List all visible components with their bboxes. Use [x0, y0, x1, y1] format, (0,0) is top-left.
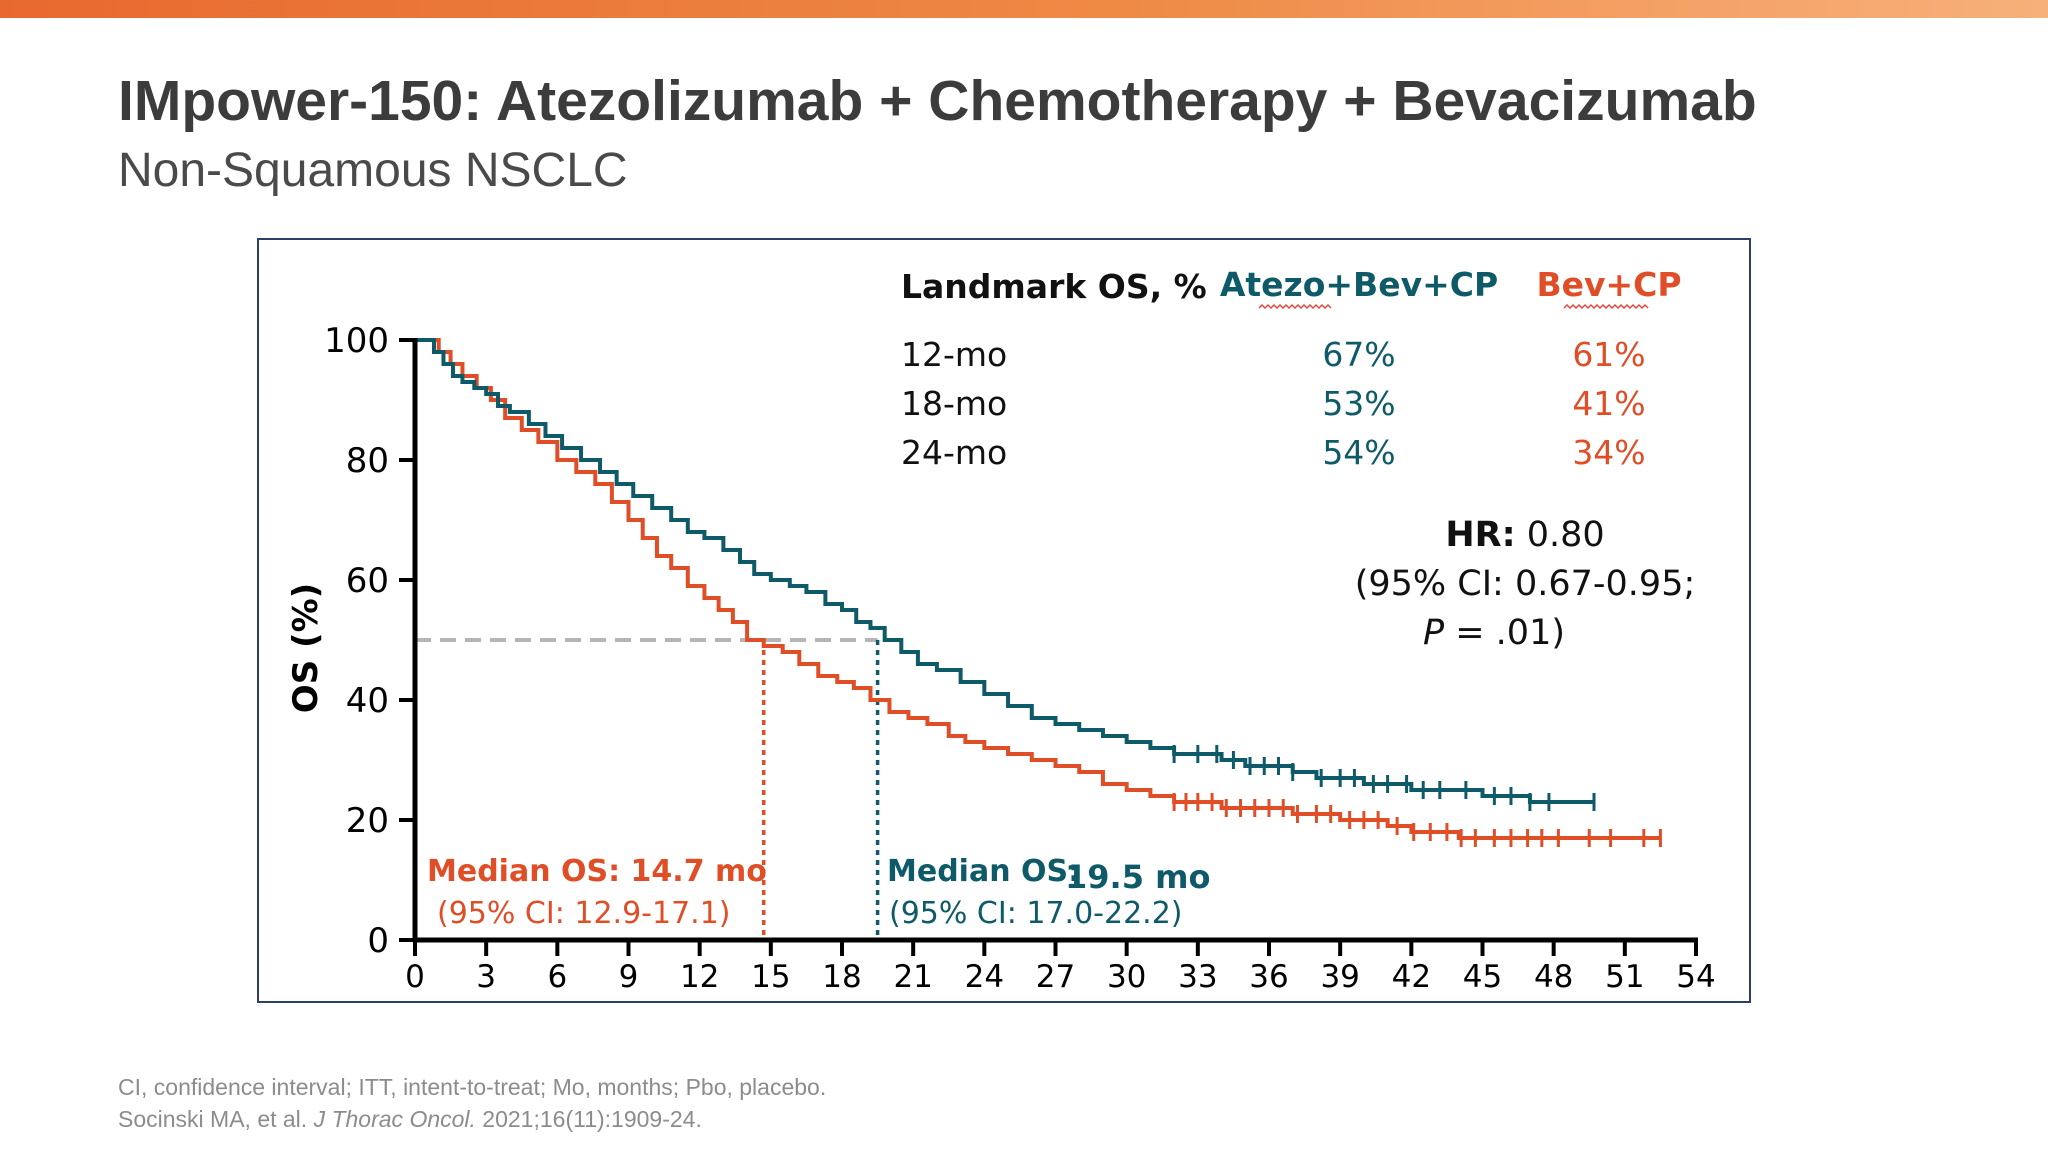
landmark-row-12-label: 12-mo [901, 335, 1007, 374]
x-tick-label-54: 54 [1676, 959, 1715, 995]
top-accent-bar [0, 0, 2048, 18]
footnote-reference: Socinski MA, et al. J Thorac Oncol. 2021… [118, 1106, 702, 1133]
y-tick-label-20: 20 [346, 801, 389, 841]
x-tick-label-15: 15 [751, 959, 790, 995]
landmark-18-atezo: 53% [1322, 384, 1395, 423]
reference-authors: Socinski MA, et al. [118, 1106, 314, 1132]
y-tick-label-100: 100 [324, 321, 389, 361]
x-tick-label-3: 3 [476, 959, 496, 995]
reference-citation: 2021;16(11):1909-24. [475, 1106, 702, 1132]
hr-label: HR: [1445, 515, 1515, 555]
y-tick-label-80: 80 [346, 441, 389, 481]
x-tick-label-27: 27 [1036, 959, 1075, 995]
p-value: = .01) [1444, 613, 1565, 653]
chart-frame: 0 20 40 60 80 100 0 3 6 9 12 15 18 21 24 27 30 33 36 39 42 45… [257, 238, 1751, 1003]
y-tick-label-60: 60 [346, 561, 389, 601]
footnote-abbreviations: CI, confidence interval; ITT, intent-to-… [118, 1074, 827, 1100]
x-tick-label-0: 0 [405, 959, 425, 995]
slide-title: IMpower-150: Atezolizumab + Chemotherapy… [118, 69, 1757, 133]
x-tick-label-9: 9 [619, 959, 639, 995]
landmark-18-bev: 41% [1572, 384, 1645, 423]
atezo-median-ci: (95% CI: 17.0-22.2) [889, 896, 1182, 931]
landmark-header: Landmark OS, % [901, 267, 1207, 306]
x-tick-label-42: 42 [1392, 959, 1431, 995]
spell-underline-bev [1563, 304, 1649, 309]
series-bev-curve [415, 338, 1661, 840]
x-tick-label-6: 6 [547, 959, 567, 995]
median-reference-lines [415, 638, 880, 940]
x-tick-label-12: 12 [680, 959, 719, 995]
x-tick-label-30: 30 [1107, 959, 1146, 995]
x-tick-label-24: 24 [965, 959, 1004, 995]
slide-subtitle: Non-Squamous NSCLC [118, 144, 628, 197]
bev-median-ci: (95% CI: 12.9-17.1) [437, 896, 730, 931]
x-tick-label-39: 39 [1320, 959, 1359, 995]
landmark-24-atezo: 54% [1322, 433, 1395, 472]
landmark-col-atezo: Atezo+Bev+CP [1220, 265, 1498, 304]
landmark-col-bev: Bev+CP [1536, 265, 1681, 304]
bev-median-label: Median OS: 14.7 mo [427, 854, 767, 889]
landmark-row-18-label: 18-mo [901, 384, 1007, 423]
landmark-24-bev: 34% [1572, 433, 1645, 472]
y-tick-label-0: 0 [367, 921, 389, 961]
y-tick-label-40: 40 [346, 681, 389, 721]
x-tick-label-45: 45 [1463, 959, 1502, 995]
p-label: P [1423, 613, 1445, 653]
hazard-ratio-ci: (95% CI: 0.67-0.95; [1355, 564, 1696, 604]
reference-journal: J Thorac Oncol. [313, 1106, 476, 1132]
x-tick-label-51: 51 [1605, 959, 1644, 995]
x-tick-label-18: 18 [822, 959, 861, 995]
x-tick-label-48: 48 [1534, 959, 1573, 995]
p-value-line: P = .01) [1423, 613, 1565, 653]
hr-value: 0.80 [1516, 515, 1605, 555]
y-axis-label: OS (%) [286, 583, 326, 713]
spell-underline-atezo [1258, 304, 1332, 309]
landmark-row-24-label: 24-mo [901, 433, 1007, 472]
x-tick-label-21: 21 [893, 959, 932, 995]
landmark-12-bev: 61% [1572, 335, 1645, 374]
atezo-median-value: 19.5 mo [1065, 858, 1210, 896]
hazard-ratio-line: HR: 0.80 [1445, 515, 1604, 555]
x-tick-label-36: 36 [1249, 959, 1288, 995]
landmark-12-atezo: 67% [1322, 335, 1395, 374]
x-tick-label-33: 33 [1178, 959, 1217, 995]
survival-curves [415, 338, 1662, 847]
atezo-median-label: Median OS: [887, 854, 1080, 889]
